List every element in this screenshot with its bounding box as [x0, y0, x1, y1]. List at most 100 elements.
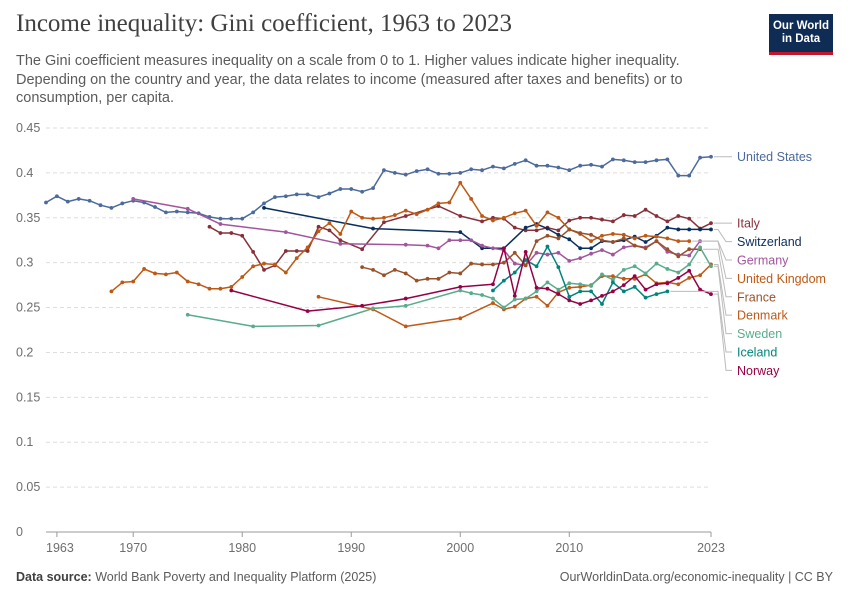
data-point — [338, 232, 343, 236]
data-point — [501, 260, 506, 265]
data-point — [305, 192, 310, 197]
data-point — [229, 288, 234, 293]
data-point — [294, 192, 299, 197]
data-point — [218, 231, 223, 235]
data-point — [480, 262, 484, 267]
legend-label-switzerland[interactable]: Switzerland — [737, 235, 802, 249]
data-point — [643, 233, 648, 238]
data-point — [131, 279, 136, 284]
data-point — [294, 249, 299, 253]
data-point — [360, 247, 365, 252]
series-italy[interactable] — [207, 204, 713, 272]
legend-label-italy[interactable]: Italy — [737, 217, 761, 231]
data-point — [610, 252, 615, 257]
data-point — [491, 164, 495, 169]
data-point — [534, 228, 539, 233]
data-point — [491, 218, 495, 223]
data-point — [698, 273, 702, 278]
legend-label-iceland[interactable]: Iceland — [737, 345, 777, 359]
data-point — [360, 189, 365, 194]
data-point — [610, 289, 615, 294]
legend-label-sweden[interactable]: Sweden — [737, 327, 782, 341]
data-point — [556, 228, 561, 233]
data-point — [643, 295, 648, 300]
data-point — [436, 276, 441, 281]
data-point — [589, 289, 593, 294]
data-point — [447, 270, 452, 275]
data-point — [578, 231, 583, 235]
data-point — [109, 289, 114, 294]
logo-line-1: Our World — [772, 20, 829, 32]
data-point — [491, 288, 495, 293]
data-point — [512, 225, 517, 230]
data-point — [687, 227, 692, 232]
data-point — [480, 168, 484, 173]
axes: 0 0.05 0.1 0.15 0.2 0.25 0.3 0.35 0.4 0.45 1963 197… — [16, 121, 725, 555]
data-point — [578, 215, 583, 220]
data-point — [523, 296, 528, 301]
data-point — [578, 302, 583, 306]
data-point — [447, 171, 452, 176]
series-sweden[interactable] — [185, 245, 713, 329]
data-point — [523, 208, 528, 213]
data-point — [632, 285, 637, 289]
data-point — [632, 264, 637, 269]
data-point — [382, 273, 386, 278]
series-united-states[interactable] — [44, 154, 713, 221]
data-point — [120, 280, 125, 285]
data-point — [643, 240, 648, 244]
legend-label-united-states[interactable]: United States — [737, 150, 812, 164]
data-point — [665, 157, 670, 162]
footer-url[interactable]: OurWorldinData.org/economic-inequality |… — [559, 570, 833, 584]
owid-logo[interactable]: Our World in Data — [769, 14, 833, 55]
data-point — [251, 210, 256, 215]
data-point — [316, 294, 321, 299]
data-point — [382, 215, 386, 220]
data-point — [371, 216, 375, 221]
data-point — [480, 214, 484, 218]
data-point — [545, 163, 550, 168]
data-point — [556, 265, 561, 270]
data-point — [621, 236, 626, 241]
legend-label-france[interactable]: France — [737, 290, 776, 304]
series-switzerland[interactable] — [262, 206, 713, 251]
data-point — [371, 226, 375, 231]
data-point — [229, 285, 234, 289]
data-point — [501, 215, 506, 220]
data-point — [610, 277, 615, 282]
legend-label-germany[interactable]: Germany — [737, 253, 789, 267]
series-france[interactable] — [360, 227, 702, 283]
series-norway[interactable] — [229, 246, 713, 314]
data-point — [621, 158, 626, 163]
y-tick-label: 0.4 — [16, 166, 33, 180]
data-point — [403, 214, 408, 218]
data-point — [709, 227, 713, 232]
data-point — [676, 239, 681, 244]
data-point — [512, 293, 517, 298]
legend-label-united-kingdom[interactable]: United Kingdom — [737, 272, 826, 286]
data-point — [491, 282, 495, 287]
x-tick-label: 1980 — [228, 541, 256, 555]
data-point — [469, 197, 474, 201]
data-point — [501, 246, 506, 251]
data-point — [589, 246, 593, 251]
data-point — [654, 261, 659, 266]
data-point — [403, 271, 408, 276]
data-point — [545, 286, 550, 291]
data-point — [207, 286, 212, 291]
data-point — [436, 204, 441, 209]
data-point — [589, 215, 593, 220]
data-point — [654, 214, 659, 218]
data-point — [567, 218, 572, 223]
data-point — [578, 282, 583, 287]
x-tick-label: 2000 — [446, 541, 474, 555]
legend-label-denmark[interactable]: Denmark — [737, 309, 788, 323]
series-united-kingdom[interactable] — [109, 180, 692, 294]
data-point — [654, 158, 659, 163]
data-point — [240, 233, 245, 238]
legend-label-norway[interactable]: Norway — [737, 364, 780, 378]
data-point — [251, 264, 256, 269]
series-germany[interactable] — [131, 197, 702, 268]
data-point — [185, 206, 190, 211]
data-point — [458, 285, 463, 289]
